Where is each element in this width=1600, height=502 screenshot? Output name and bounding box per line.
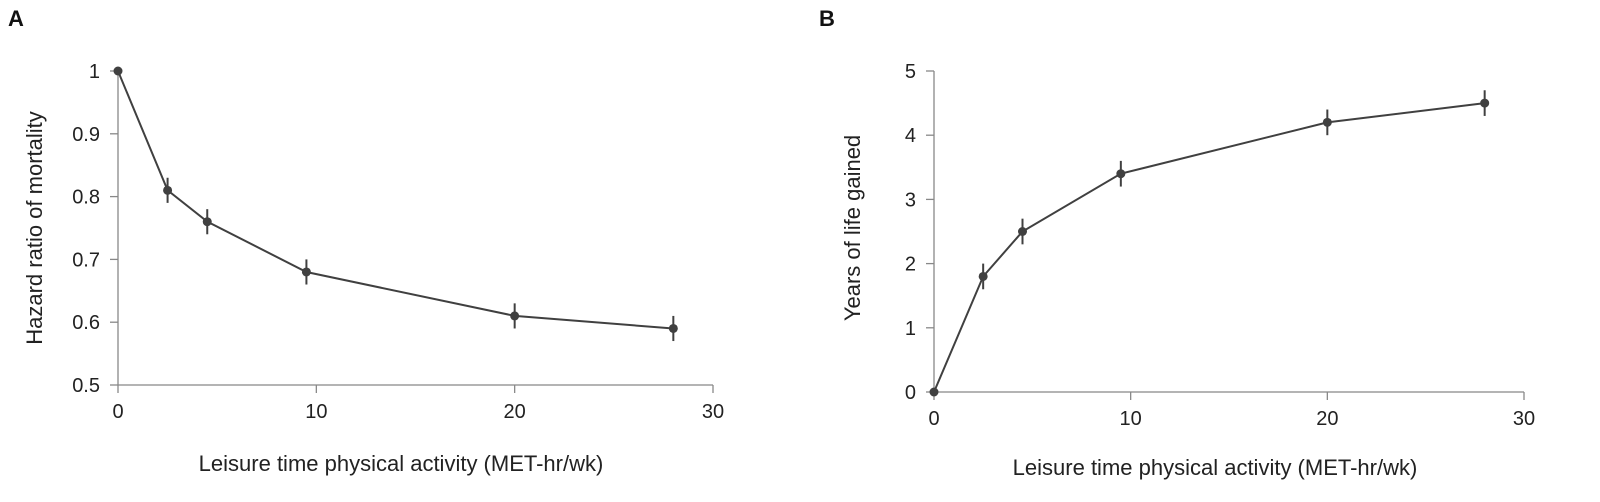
y-tick-label: 3 [905,189,916,211]
x-ticks: 0 10 20 30 [112,385,724,423]
y-tick-label: 0.7 [72,249,100,271]
y-tick-label: 0 [905,382,916,404]
x-axis-label: Leisure time physical activity (MET-hr/w… [199,451,604,476]
data-point [163,185,173,195]
x-tick-label: 0 [928,408,939,430]
y-tick-label: 4 [905,125,916,147]
x-tick-label: 0 [112,401,123,423]
series-line [117,70,674,330]
data-point [1480,98,1490,108]
series-group [113,66,678,342]
panel-label-a: A [8,6,24,31]
data-point [1018,227,1027,236]
panel-label-b: B [819,6,835,31]
y-axis-label: Years of life gained [840,135,865,321]
y-ticks: 0.5 0.6 0.7 0.8 0.9 1 [72,61,118,397]
y-tick-label: 5 [905,61,916,83]
data-point [668,323,678,333]
y-axis-label: Hazard ratio of mortality [22,111,47,345]
y-tick-label: 0.8 [72,187,100,209]
y-tick-label: 2 [905,254,916,276]
x-tick-label: 20 [1316,408,1338,430]
panel-b-years-gained-chart: B 0 1 2 3 4 5 0 10 20 30 Leisure time physical a… [819,6,1535,480]
x-tick-label: 30 [702,401,724,423]
x-tick-label: 30 [1513,408,1535,430]
data-point [202,217,212,227]
data-point [929,387,939,397]
data-point [113,66,123,76]
panel-a-hazard-ratio-chart: A 0.5 0.6 0.7 0.8 0.9 1 0 10 20 30 Leisure time … [8,6,724,476]
data-point [510,311,520,321]
x-tick-label: 10 [305,401,327,423]
series-group [929,90,1490,397]
series-line [933,102,1485,393]
x-tick-label: 10 [1120,408,1142,430]
x-ticks: 0 10 20 30 [928,392,1535,430]
data-point [301,267,311,277]
data-point [978,271,988,281]
y-tick-label: 0.5 [72,375,100,397]
y-ticks: 0 1 2 3 4 5 [905,61,934,404]
y-tick-label: 1 [89,61,100,83]
data-point [1116,169,1126,179]
y-tick-label: 0.6 [72,312,100,334]
data-point [1322,117,1332,127]
x-tick-label: 20 [504,401,526,423]
y-tick-label: 1 [905,318,916,340]
y-tick-label: 0.9 [72,124,100,146]
x-axis-label: Leisure time physical activity (MET-hr/w… [1013,455,1418,480]
